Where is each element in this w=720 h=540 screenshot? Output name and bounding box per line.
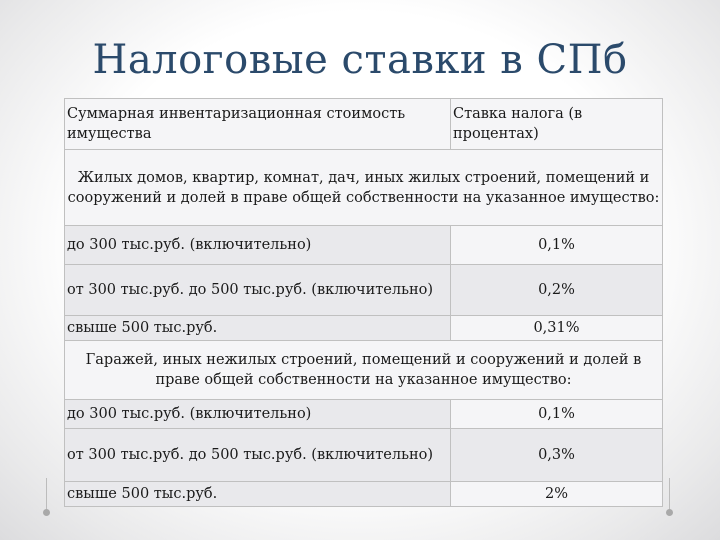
- header-rate-column: Ставка налога (в процентах): [450, 98, 663, 150]
- table-header-row: Суммарная инвентаризационная стоимость и…: [64, 98, 663, 150]
- table-row: до 300 тыс.руб. (включительно) 0,1%: [64, 399, 663, 429]
- range-cell: от 300 тыс.руб. до 500 тыс.руб. (включит…: [64, 264, 451, 316]
- table-row: свыше 500 тыс.руб. 0,31%: [64, 315, 663, 341]
- slide-title: Налоговые ставки в СПб: [92, 37, 628, 83]
- rate-cell: 2%: [450, 481, 663, 507]
- section-heading-nonresidential: Гаражей, иных нежилых строений, помещени…: [64, 340, 663, 400]
- rate-cell: 0,2%: [450, 264, 663, 316]
- tax-rates-table: Суммарная инвентаризационная стоимость и…: [64, 98, 663, 507]
- decorative-line-left: [46, 478, 47, 514]
- decorative-dot-right: [666, 509, 673, 516]
- rate-cell: 0,1%: [450, 399, 663, 429]
- section-heading-residential: Жилых домов, квартир, комнат, дач, иных …: [64, 149, 663, 226]
- table-row: свыше 500 тыс.руб. 2%: [64, 481, 663, 507]
- decorative-dot-left: [43, 509, 50, 516]
- range-cell: до 300 тыс.руб. (включительно): [64, 399, 451, 429]
- rate-cell: 0,3%: [450, 428, 663, 482]
- section-heading-row: Гаражей, иных нежилых строений, помещени…: [64, 340, 663, 400]
- section-heading-row: Жилых домов, квартир, комнат, дач, иных …: [64, 149, 663, 226]
- range-cell: свыше 500 тыс.руб.: [64, 481, 451, 507]
- rate-cell: 0,31%: [450, 315, 663, 341]
- table-row: от 300 тыс.руб. до 500 тыс.руб. (включит…: [64, 428, 663, 482]
- range-cell: свыше 500 тыс.руб.: [64, 315, 451, 341]
- decorative-line-right: [669, 478, 670, 514]
- range-cell: от 300 тыс.руб. до 500 тыс.руб. (включит…: [64, 428, 451, 482]
- table-row: от 300 тыс.руб. до 500 тыс.руб. (включит…: [64, 264, 663, 316]
- rate-cell: 0,1%: [450, 225, 663, 265]
- table-row: до 300 тыс.руб. (включительно) 0,1%: [64, 225, 663, 265]
- range-cell: до 300 тыс.руб. (включительно): [64, 225, 451, 265]
- header-value-column: Суммарная инвентаризационная стоимость и…: [64, 98, 451, 150]
